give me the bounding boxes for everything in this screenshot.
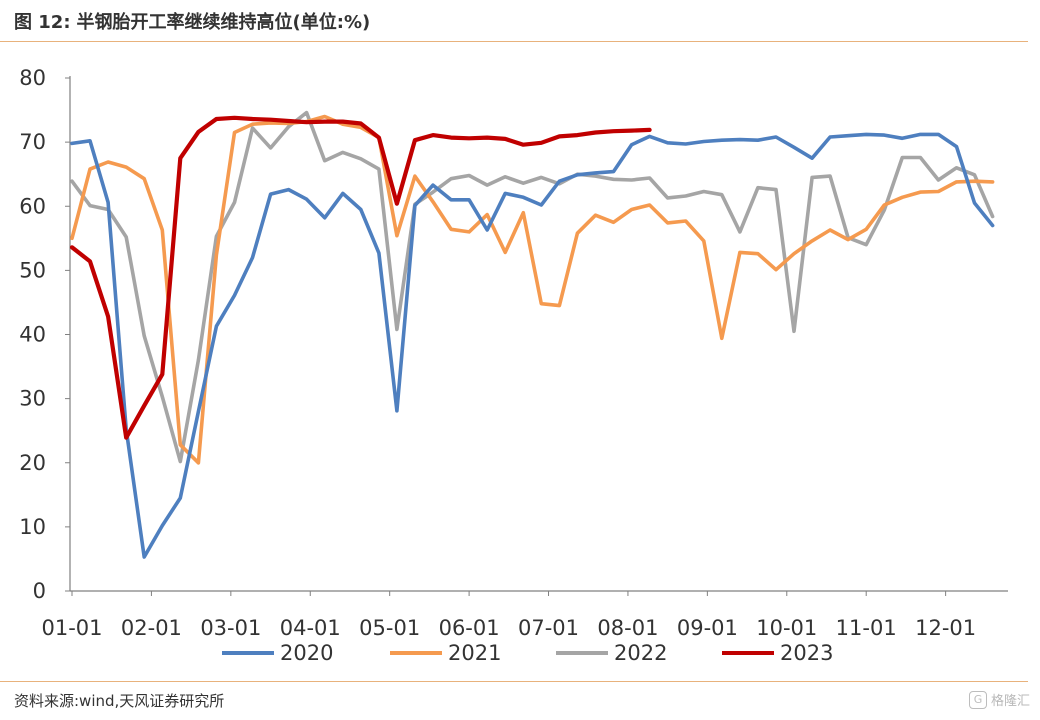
x-tick-label: 01-01 <box>41 616 102 640</box>
x-tick-label: 03-01 <box>200 616 261 640</box>
y-tick-label: 70 <box>19 130 46 154</box>
y-tick-label: 50 <box>19 258 46 282</box>
x-tick-label: 06-01 <box>439 616 500 640</box>
chart-title: 图 12: 半钢胎开工率继续维持高位(单位:%) <box>14 8 370 34</box>
figure-number: 图 12: <box>14 12 71 33</box>
x-tick-label: 12-01 <box>915 616 976 640</box>
y-tick-label: 80 <box>19 66 46 90</box>
legend-label-2022: 2022 <box>614 641 667 665</box>
legend-label-2021: 2021 <box>448 641 501 665</box>
source-note: 资料来源:wind,天风证券研究所 <box>14 692 225 710</box>
series-line-2021 <box>70 114 995 465</box>
chart-axes: 0 10 20 30 40 50 60 70 80 01-01 02-01 03-01 04-01 05-… <box>19 66 1008 640</box>
watermark-logo-icon: G <box>968 690 987 709</box>
watermark-text: 格隆汇 <box>990 694 1030 709</box>
x-tick-label: 07-01 <box>518 616 579 640</box>
y-tick-label: 60 <box>19 194 46 218</box>
series-line-2022 <box>70 110 995 464</box>
x-tick-label: 10-01 <box>756 616 817 640</box>
x-tick-label: 09-01 <box>677 616 738 640</box>
chart-legend: 2020 2021 2022 2023 <box>222 641 833 665</box>
watermark: G 格隆汇 <box>968 690 1030 709</box>
x-tick-label: 05-01 <box>359 616 420 640</box>
y-tick-label: 40 <box>19 323 46 347</box>
x-tick-label: 08-01 <box>597 616 658 640</box>
x-tick-label: 11-01 <box>836 616 897 640</box>
figure-title-text: 半钢胎开工率继续维持高位(单位:%) <box>76 12 371 33</box>
series-line-2023 <box>69 115 652 440</box>
legend-label-2020: 2020 <box>280 641 333 665</box>
y-tick-label: 0 <box>33 579 46 603</box>
x-tick-label: 02-01 <box>121 616 182 640</box>
chart-series <box>69 110 995 559</box>
legend-label-2023: 2023 <box>780 641 833 665</box>
y-tick-label: 20 <box>19 451 46 475</box>
bottom-divider <box>0 681 1028 682</box>
top-divider <box>0 41 1028 42</box>
x-tick-label: 04-01 <box>280 616 341 640</box>
y-tick-label: 10 <box>19 515 46 539</box>
series-line-2020 <box>70 132 995 559</box>
y-tick-label: 30 <box>19 387 46 411</box>
